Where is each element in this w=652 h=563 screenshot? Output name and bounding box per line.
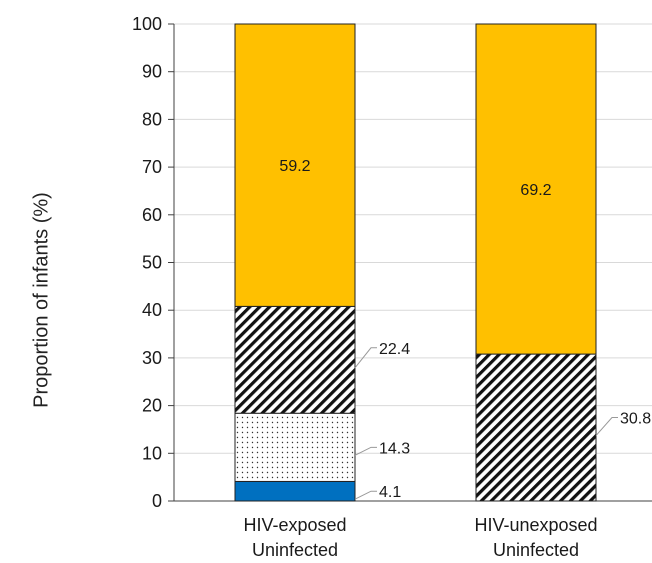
data-label: 14.3: [379, 440, 410, 457]
y-tick-label: 40: [142, 300, 162, 320]
data-label: 59.2: [279, 158, 310, 175]
y-tick-label: 90: [142, 62, 162, 82]
data-label: 69.2: [520, 182, 551, 199]
data-label: 30.8: [620, 411, 651, 428]
y-tick-label: 20: [142, 396, 162, 416]
labels: 4.1 14.3 22.4 59.2 30.8 69.2: [279, 158, 651, 501]
bar-segment: [234, 480, 356, 502]
y-tick-label: 0: [152, 491, 162, 511]
data-label-leader: [354, 446, 377, 456]
y-tick-label: 60: [142, 205, 162, 225]
bar-segment: [234, 412, 356, 482]
y-tick-label: 100: [132, 14, 162, 34]
data-label: 4.1: [379, 484, 401, 501]
axes: 0 10 20 30 40 50 60 70 80 90 100 HIV-exposed Uninfec…: [132, 14, 652, 560]
x-category-label: Uninfected: [493, 540, 579, 560]
data-label-leader: [595, 417, 618, 436]
bar-segment: [234, 305, 356, 414]
data-label-leader: [354, 490, 377, 500]
bar-segment: [475, 353, 597, 502]
bar-segment: [234, 23, 356, 307]
x-category-label: HIV-exposed: [243, 515, 346, 535]
y-tick-label: 50: [142, 253, 162, 273]
data-label: 22.4: [379, 341, 410, 358]
y-tick-label: 30: [142, 348, 162, 368]
y-tick-label: 10: [142, 443, 162, 463]
bar-segment: [475, 23, 597, 355]
y-tick-label: 70: [142, 157, 162, 177]
x-category-label: HIV-unexposed: [474, 515, 597, 535]
data-label-leader: [354, 347, 377, 369]
y-tick-label: 80: [142, 109, 162, 129]
bars: [234, 23, 597, 502]
x-category-label: Uninfected: [252, 540, 338, 560]
